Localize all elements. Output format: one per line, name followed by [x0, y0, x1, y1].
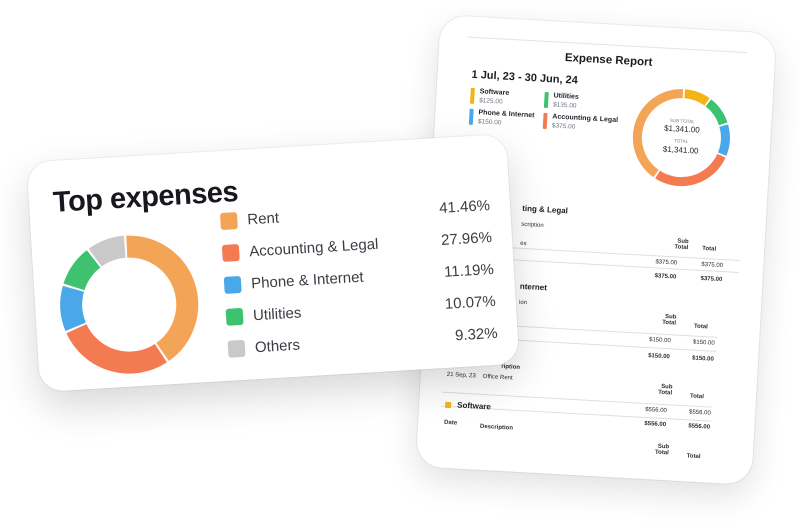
- legend-item-phone-internet: Phone & Internet $150.00: [468, 108, 535, 130]
- utilities-color-chip: [225, 307, 244, 326]
- legend-item-utilities: Utilities $135.00: [543, 91, 579, 111]
- row-subtotal: $556.00: [644, 406, 667, 415]
- legend-amount: $125.00: [478, 97, 503, 106]
- expense-label: Others: [254, 336, 301, 356]
- section-title: ting & Legal: [521, 203, 569, 216]
- column-total: Total: [689, 393, 705, 401]
- section-sum-subtotal: $556.00: [644, 420, 667, 429]
- row-date: 21 Sep, 23: [446, 371, 476, 380]
- column-subtotal: Sub Total: [661, 313, 677, 327]
- report-donut-segment-accounting-legal: [655, 153, 726, 187]
- top-expenses-donut-chart: [60, 235, 199, 374]
- expense-label: Accounting & Legal: [248, 235, 379, 260]
- expense-label: Utilities: [252, 303, 302, 324]
- report-donut-segment-software: [684, 89, 710, 106]
- donut-segment-others: [88, 235, 127, 267]
- column-description: ription: [501, 363, 521, 371]
- row-total: $556.00: [688, 409, 711, 417]
- column-description: scription: [521, 221, 544, 230]
- legend-swatch: [468, 108, 474, 125]
- legend-swatch: [469, 87, 475, 104]
- legend-swatch: [542, 112, 548, 130]
- donut-total-label: TOTAL: [674, 138, 689, 144]
- section-sum-total: $150.00: [691, 355, 714, 363]
- expense-percent: 41.46%: [438, 196, 491, 217]
- row-total: $150.00: [692, 339, 715, 347]
- report-donut-segment-phone-internet: [717, 124, 730, 156]
- expense-row-others: Others 9.32%: [227, 321, 498, 361]
- donut-subtotal-value: $1,341.00: [664, 124, 701, 135]
- phone-internet-color-chip: [223, 275, 242, 294]
- report-donut-segment-utilities: [705, 99, 728, 126]
- donut-segment-accounting-legal: [66, 323, 167, 374]
- row-total: $375.00: [701, 261, 724, 270]
- expense-label: Rent: [246, 209, 280, 228]
- column-subtotal: Sub Total: [674, 238, 689, 252]
- column-total: Total: [693, 323, 708, 331]
- section-sum-subtotal: $375.00: [654, 273, 677, 281]
- expense-percent: 10.07%: [444, 292, 497, 313]
- legend-swatch: [543, 91, 549, 109]
- report-donut-chart: SUB TOTAL $1,341.00 TOTAL $1,341.00: [632, 89, 730, 187]
- donut-subtotal-label: SUB TOTAL: [670, 118, 696, 124]
- column-total: Total: [702, 245, 717, 253]
- table-divider: [507, 325, 718, 338]
- donut-total-value: $1,341.00: [663, 145, 700, 156]
- report-period: 1 Jul, 23 - 30 Jun, 24: [471, 68, 579, 87]
- section-title: Software: [456, 400, 492, 412]
- top-expenses-card: Top expenses Rent 41.46% Accounting & Le…: [26, 133, 520, 393]
- row-subtotal: $150.00: [648, 337, 671, 345]
- column-description: Description: [479, 423, 514, 432]
- expense-report-card: Expense Report 1 Jul, 23 - 30 Jun, 24 So…: [415, 14, 777, 486]
- software-color-square: [444, 401, 452, 408]
- row-description: es: [520, 240, 527, 248]
- expense-percent: 27.96%: [440, 228, 493, 249]
- table-divider: [506, 339, 717, 352]
- rent-color-chip: [219, 211, 238, 230]
- row-subtotal: $375.00: [655, 259, 678, 267]
- donut-segment-phone-internet: [60, 285, 86, 331]
- others-color-chip: [227, 339, 246, 358]
- expense-label: Phone & Internet: [250, 268, 365, 292]
- expense-percent: 11.19%: [443, 260, 495, 281]
- expense-percent: 9.32%: [454, 324, 499, 344]
- section-sum-total: $556.00: [688, 423, 711, 431]
- accounting-legal-color-chip: [221, 243, 240, 262]
- section-title-software: Software: [444, 400, 492, 412]
- column-description: ion: [518, 299, 528, 307]
- column-subtotal: Sub Total: [658, 383, 673, 397]
- donut-segment-rent: [126, 235, 199, 362]
- report-donut-segment-rent: [632, 89, 684, 178]
- legend-item-accounting-legal: Accounting & Legal $375.00: [542, 112, 619, 134]
- column-subtotal: Sub Total: [654, 443, 670, 457]
- donut-segment-utilities: [63, 250, 101, 291]
- top-expenses-title: Top expenses: [52, 175, 239, 219]
- legend-amount: $135.00: [552, 101, 577, 110]
- section-sum-total: $375.00: [700, 275, 723, 284]
- column-total: Total: [686, 453, 701, 461]
- section-title-phone-internet: nternet: [519, 281, 548, 293]
- column-date: Date: [443, 419, 458, 427]
- row-description: Office Rent: [482, 373, 513, 382]
- legend-item-software: Software $125.00: [469, 87, 510, 107]
- section-sum-subtotal: $150.00: [647, 353, 670, 361]
